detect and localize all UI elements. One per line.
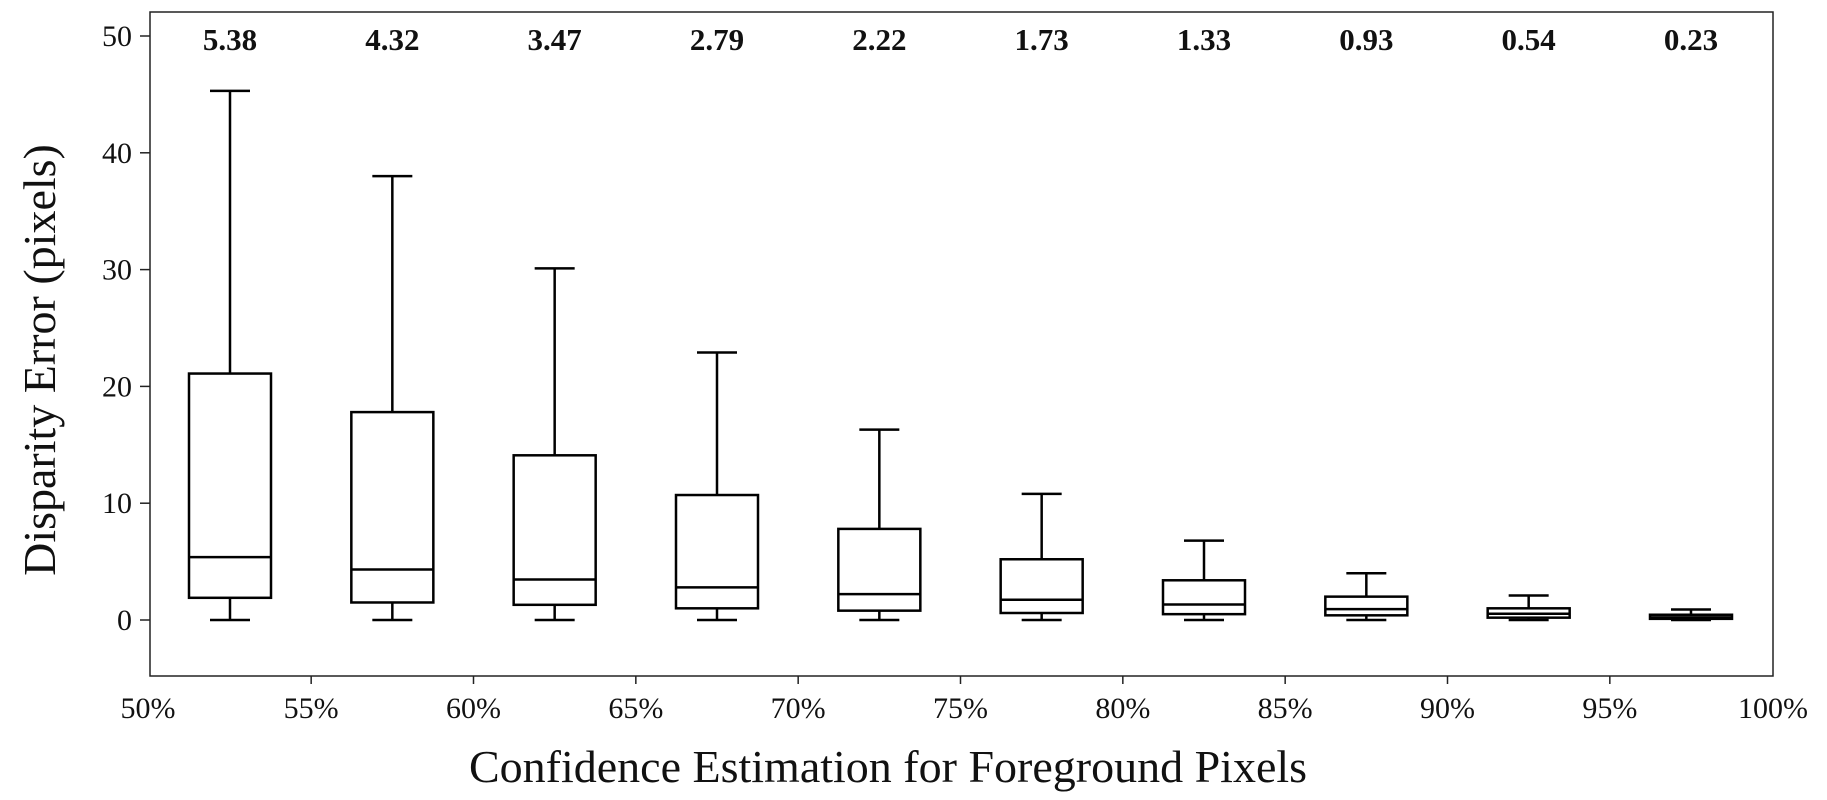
box-4 [674, 351, 760, 622]
x-axis-title: Confidence Estimation for Foreground Pix… [469, 741, 1307, 792]
box-series [187, 89, 1734, 622]
median-value-label: 3.47 [528, 22, 582, 57]
y-axis-title: Disparity Error (pixels) [14, 144, 65, 576]
box-body [999, 558, 1084, 615]
median-value-label: 0.54 [1502, 22, 1556, 57]
median-value-label: 1.73 [1015, 22, 1069, 57]
x-tick-label: 100% [1738, 692, 1808, 725]
y-tick-label: 10 [102, 487, 132, 520]
median-value-label: 0.93 [1339, 22, 1393, 57]
x-tick-label: 95% [1582, 692, 1637, 725]
box-body [837, 527, 922, 612]
y-tick-label: 0 [117, 604, 132, 637]
box-body [187, 372, 273, 600]
box-body [674, 493, 760, 610]
y-tick-label: 40 [102, 137, 132, 170]
box-body [512, 454, 597, 607]
median-value-label: 0.23 [1664, 22, 1718, 57]
x-tick-label: 55% [284, 692, 339, 725]
box-7 [1161, 539, 1247, 622]
box-8 [1324, 572, 1409, 622]
box-3 [512, 267, 597, 622]
x-tick-label: 65% [608, 692, 663, 725]
plot-frame [149, 11, 1774, 677]
box-10 [1648, 608, 1734, 622]
box-2 [350, 174, 435, 622]
median-value-label: 2.22 [852, 22, 906, 57]
box-body [1324, 595, 1409, 617]
box-1 [187, 89, 273, 622]
x-tick-label: 85% [1258, 692, 1313, 725]
y-tick-label: 20 [102, 370, 132, 403]
median-value-label: 1.33 [1177, 22, 1231, 57]
median-value-label: 4.32 [365, 22, 419, 57]
box-6 [999, 492, 1084, 622]
box-body [1161, 579, 1247, 616]
median-value-label: 5.38 [203, 22, 257, 57]
x-axis: 50% 55% 60% 65% 70% 75% 80% 85% 90% 95% 100% [121, 676, 1808, 725]
x-tick-label: 75% [933, 692, 988, 725]
x-tick-label: 90% [1420, 692, 1475, 725]
box-9 [1486, 594, 1571, 622]
box-body [350, 410, 435, 604]
x-tick-label: 50% [121, 692, 176, 725]
median-labels: 5.38 4.32 3.47 2.79 2.22 1.73 1.33 0.93 0.54 0.23 [203, 22, 1718, 57]
box-5 [837, 428, 922, 622]
y-tick-label: 30 [102, 254, 132, 287]
x-tick-label: 60% [446, 692, 501, 725]
x-tick-label: 70% [771, 692, 826, 725]
median-value-label: 2.79 [690, 22, 744, 57]
x-tick-label: 80% [1095, 692, 1150, 725]
y-tick-label: 50 [102, 20, 132, 53]
y-axis: 0 10 20 30 40 50 [102, 20, 150, 637]
